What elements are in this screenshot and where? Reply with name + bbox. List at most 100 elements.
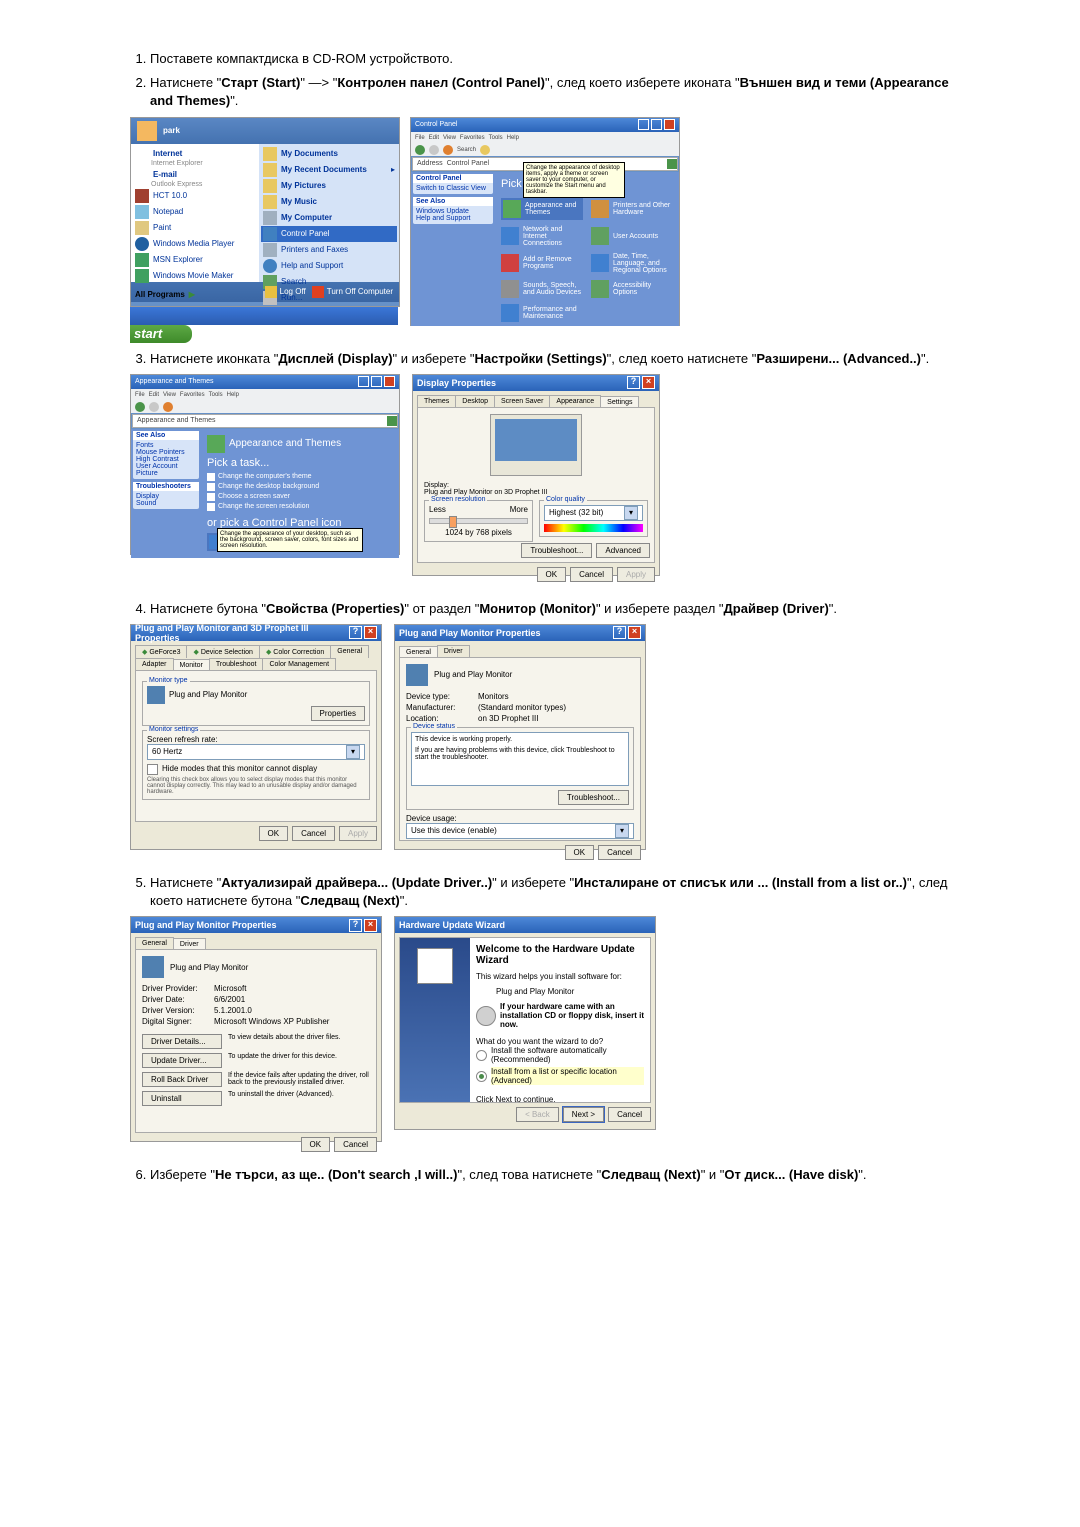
up-icon[interactable] [163, 402, 173, 412]
trouble-item[interactable]: Display [136, 493, 196, 500]
tab-colormgmt[interactable]: Color Management [262, 658, 336, 670]
update-driver-button[interactable]: Update Driver... [142, 1053, 222, 1068]
startmenu-item-wmm[interactable]: Windows Movie Maker [133, 268, 257, 284]
seealso-item[interactable]: Fonts [136, 442, 196, 449]
go-icon[interactable] [387, 416, 397, 426]
cat-network[interactable]: Network and Internet Connections [501, 226, 583, 247]
menu-fav[interactable]: Favorites [460, 135, 485, 141]
resolution-slider[interactable] [429, 518, 528, 524]
cat-printers[interactable]: Printers and Other Hardware [591, 198, 673, 220]
address-bar[interactable]: Appearance and Themes [132, 414, 398, 428]
startmenu-item-hct[interactable]: HCT 10.0 [133, 188, 257, 204]
tab-devsel[interactable]: ◆ Device Selection [186, 645, 259, 658]
folders-icon[interactable] [480, 145, 490, 155]
cancel-button[interactable]: Cancel [334, 1137, 377, 1152]
refresh-select[interactable]: 60 Hertz▾ [147, 744, 365, 760]
startmenu-item-recent[interactable]: My Recent Documents▸ [261, 162, 397, 178]
startmenu-item-printers[interactable]: Printers and Faxes [261, 242, 397, 258]
tab-desktop[interactable]: Desktop [455, 395, 495, 407]
turnoff-button[interactable]: Turn Off Computer [312, 286, 393, 298]
menu-view[interactable]: View [443, 135, 456, 141]
cancel-button[interactable]: Cancel [608, 1107, 651, 1122]
radio-list[interactable]: Install from a list or specific location… [476, 1067, 644, 1085]
startmenu-item-pics[interactable]: My Pictures [261, 178, 397, 194]
switch-classic-link[interactable]: Switch to Classic View [416, 185, 490, 192]
uninstall-button[interactable]: Uninstall [142, 1091, 222, 1106]
startmenu-item-help[interactable]: Help and Support [261, 258, 397, 274]
startmenu-item-msn[interactable]: MSN Explorer [133, 252, 257, 268]
up-icon[interactable] [443, 145, 453, 155]
troubleshoot-button[interactable]: Troubleshoot... [521, 543, 592, 558]
tab-driver[interactable]: Driver [437, 645, 470, 657]
next-button[interactable]: Next > [563, 1107, 604, 1122]
properties-button[interactable]: Properties [311, 706, 365, 721]
ok-button[interactable]: OK [537, 567, 567, 582]
task-item[interactable]: Change the computer's theme [207, 473, 393, 481]
seealso-item[interactable]: High Contrast [136, 456, 196, 463]
apply-button[interactable]: Apply [339, 826, 377, 841]
menu-tools[interactable]: Tools [489, 135, 503, 141]
cat-access[interactable]: Accessibility Options [591, 280, 673, 298]
tab-general[interactable]: General [330, 645, 369, 658]
rollback-driver-button[interactable]: Roll Back Driver [142, 1072, 222, 1087]
back-button[interactable]: < Back [516, 1107, 559, 1122]
seealso-item[interactable]: Help and Support [416, 215, 490, 222]
startmenu-item-wmp[interactable]: Windows Media Player [133, 236, 257, 252]
seealso-item[interactable]: User Account Picture [136, 463, 196, 477]
close-icon[interactable]: × [364, 919, 377, 932]
back-icon[interactable] [135, 402, 145, 412]
minimize-icon[interactable] [358, 376, 369, 387]
task-item[interactable]: Change the screen resolution [207, 503, 393, 511]
ok-button[interactable]: OK [259, 826, 289, 841]
cat-addremove[interactable]: Add or Remove Programs [501, 253, 583, 274]
help-icon[interactable]: ? [627, 376, 640, 389]
trouble-item[interactable]: Sound [136, 500, 196, 507]
menubar[interactable]: File Edit View Favorites Tools Help [411, 132, 679, 144]
maximize-icon[interactable] [651, 119, 662, 130]
menubar[interactable]: File Edit View Favorites Tools Help [131, 389, 399, 401]
driver-details-button[interactable]: Driver Details... [142, 1034, 222, 1049]
apply-button[interactable]: Apply [617, 567, 655, 582]
close-icon[interactable]: × [364, 626, 377, 639]
color-quality-select[interactable]: Highest (32 bit)▾ [544, 505, 643, 521]
tab-scrsaver[interactable]: Screen Saver [494, 395, 550, 407]
task-item[interactable]: Change the desktop background [207, 483, 393, 491]
help-icon[interactable]: ? [349, 919, 362, 932]
ok-button[interactable]: OK [565, 845, 595, 860]
menu-file[interactable]: File [415, 135, 425, 141]
cat-sound[interactable]: Sounds, Speech, and Audio Devices [501, 280, 583, 298]
startmenu-item-controlpanel[interactable]: Control Panel [261, 226, 397, 242]
cat-users[interactable]: User Accounts [591, 226, 673, 247]
seealso-item[interactable]: Windows Update [416, 208, 490, 215]
hide-modes-checkbox[interactable]: Hide modes that this monitor cannot disp… [147, 764, 365, 775]
startmenu-item-mycomp[interactable]: My Computer [261, 210, 397, 226]
startmenu-item-notepad[interactable]: Notepad [133, 204, 257, 220]
forward-icon[interactable] [149, 402, 159, 412]
tab-geforce[interactable]: ◆ GeForce3 [135, 645, 187, 658]
startmenu-all-programs[interactable]: All Programs ▶ [133, 288, 257, 301]
close-icon[interactable]: × [642, 376, 655, 389]
logoff-button[interactable]: Log Off [265, 286, 306, 298]
tab-general[interactable]: General [135, 937, 174, 949]
startmenu-item-docs[interactable]: My Documents [261, 146, 397, 162]
startmenu-item-paint[interactable]: Paint [133, 220, 257, 236]
tab-adapter[interactable]: Adapter [135, 658, 174, 670]
cancel-button[interactable]: Cancel [570, 567, 613, 582]
close-icon[interactable]: × [628, 626, 641, 639]
tab-trouble[interactable]: Troubleshoot [209, 658, 264, 670]
cancel-button[interactable]: Cancel [598, 845, 641, 860]
menu-edit[interactable]: Edit [429, 135, 439, 141]
tab-themes[interactable]: Themes [417, 395, 456, 407]
help-icon[interactable]: ? [349, 626, 362, 639]
back-icon[interactable] [415, 145, 425, 155]
help-icon[interactable]: ? [613, 626, 626, 639]
go-icon[interactable] [667, 159, 677, 169]
radio-auto[interactable]: Install the software automatically (Reco… [476, 1046, 644, 1064]
tab-appearance[interactable]: Appearance [549, 395, 601, 407]
tab-colorcorr[interactable]: ◆ Color Correction [259, 645, 331, 658]
menu-help[interactable]: Help [507, 135, 519, 141]
cat-perf[interactable]: Performance and Maintenance [501, 304, 583, 322]
cancel-button[interactable]: Cancel [292, 826, 335, 841]
cat-date[interactable]: Date, Time, Language, and Regional Optio… [591, 253, 673, 274]
minimize-icon[interactable] [638, 119, 649, 130]
